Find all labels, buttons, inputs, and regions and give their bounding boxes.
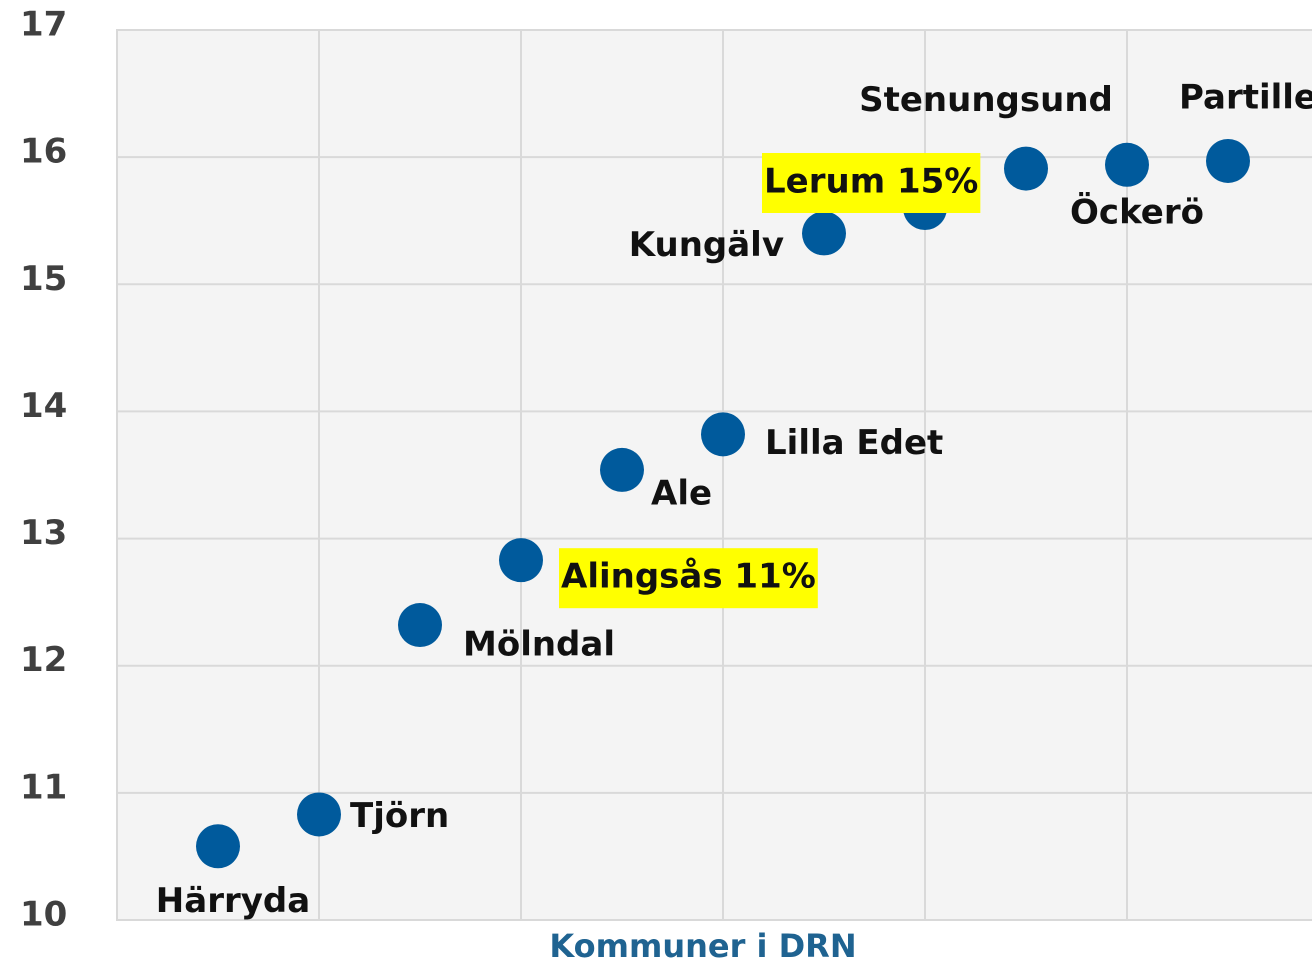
point-label: Lilla Edet (765, 423, 943, 463)
point-label: Öckerö (1070, 191, 1204, 232)
point-label: Alingsås 11% (561, 557, 816, 597)
point (398, 603, 442, 648)
point (499, 538, 543, 583)
point-label-group: Alingsås 11% (559, 548, 818, 609)
point-label-group: Mölndal (463, 625, 615, 665)
point (1105, 142, 1149, 187)
point (297, 792, 341, 837)
y-tick-label: 15 (20, 259, 67, 299)
point-label-group: Lilla Edet (765, 423, 943, 463)
point-label: Kungälv (629, 225, 784, 265)
point (600, 447, 644, 492)
point-label: Partille (1179, 77, 1312, 117)
point-label-group: Tjörn (350, 796, 449, 836)
y-tick-label: 16 (20, 132, 67, 172)
y-tick-label: 11 (20, 767, 67, 807)
y-tick-label: 12 (20, 640, 67, 680)
point-label-group: Kungälv (629, 225, 784, 265)
y-tick-label: 17 (20, 5, 67, 45)
point-label-group: Öckerö (1070, 191, 1204, 232)
label-highlight (559, 548, 818, 609)
point-label-group: Ale (651, 473, 712, 513)
point-label: Lerum 15% (764, 162, 978, 202)
point (1004, 146, 1048, 191)
point-label-group: Härryda (156, 881, 310, 921)
point (802, 211, 846, 256)
label-highlight (762, 153, 981, 213)
point-label-group: Lerum 15% (762, 153, 981, 213)
x-axis-label: Kommuner i DRN (549, 927, 856, 965)
point (196, 824, 240, 869)
y-tick-label: 14 (20, 386, 67, 426)
point-label-group: Stenungsund (859, 80, 1113, 120)
point (1206, 138, 1250, 183)
point-label: Tjörn (350, 796, 449, 836)
point-label-group: Partille (1179, 77, 1312, 117)
point-label: Mölndal (463, 625, 615, 665)
point-label: Stenungsund (859, 80, 1113, 120)
point-label: Härryda (156, 881, 310, 921)
point-label: Ale (651, 473, 712, 513)
point (701, 412, 745, 457)
y-tick-label: 13 (20, 513, 67, 553)
y-tick-label: 10 (20, 895, 67, 935)
